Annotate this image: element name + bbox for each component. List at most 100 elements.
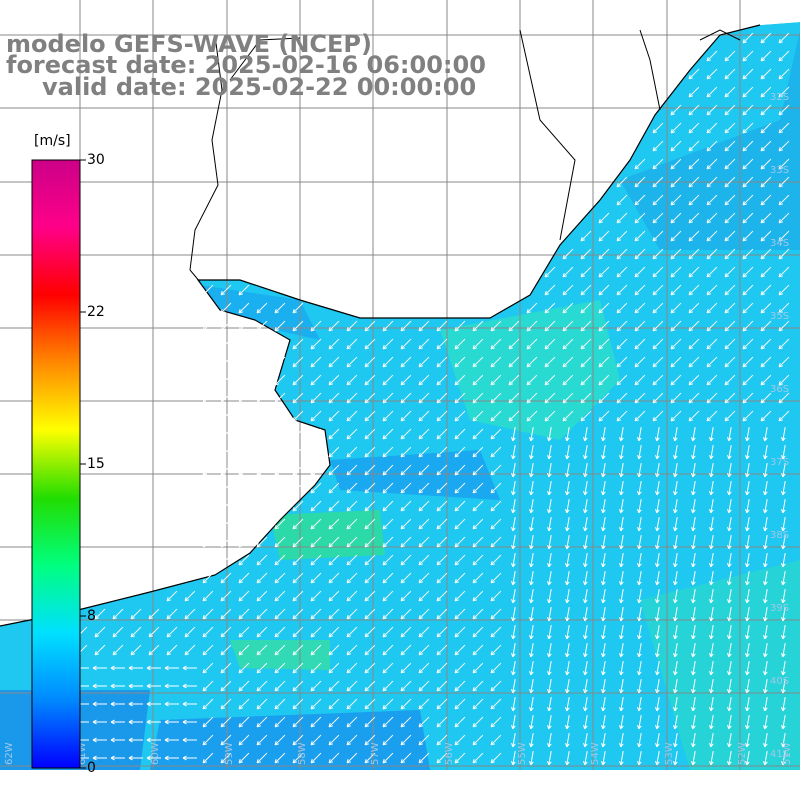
wind-arrow (547, 463, 552, 478)
wind-arrow (781, 571, 786, 586)
wind-arrow (634, 338, 646, 350)
wind-arrow (454, 734, 466, 746)
wind-arrow (709, 697, 714, 712)
wind-arrow (652, 284, 664, 296)
wind-arrow (547, 715, 552, 730)
wind-arrow (436, 716, 448, 728)
wind-arrow (274, 338, 286, 350)
wind-arrow (292, 590, 304, 602)
wind-arrow (274, 410, 286, 422)
wind-arrow (418, 464, 430, 476)
wind-arrow (328, 446, 340, 458)
wind-arrow (166, 644, 178, 656)
wind-arrow (310, 590, 322, 602)
wind-arrow (652, 392, 664, 404)
wind-arrow (673, 445, 678, 460)
wind-arrow (256, 752, 268, 764)
wind-arrow (634, 284, 646, 296)
wind-arrow (400, 698, 412, 710)
wind-arrow (328, 572, 340, 584)
wind-arrow (292, 608, 304, 620)
wind-arrow (400, 356, 412, 368)
wind-arrow (511, 553, 516, 568)
border-lines (189, 29, 576, 283)
wind-arrow (637, 625, 642, 640)
wind-arrow (637, 553, 642, 568)
wind-arrow (637, 661, 642, 676)
wind-arrow (274, 446, 286, 458)
wind-arrow (382, 320, 394, 332)
wind-arrow (583, 553, 588, 568)
wind-arrow (706, 68, 718, 80)
wind-arrow (364, 644, 376, 656)
wind-arrow (110, 737, 125, 743)
lat-label: 38S (770, 530, 789, 541)
wind-arrow (238, 518, 250, 530)
wind-arrow (400, 680, 412, 692)
wind-arrow (634, 230, 646, 242)
wind-arrow (727, 427, 732, 442)
wind-arrow (454, 752, 466, 764)
wind-arrow (565, 427, 570, 442)
wind-arrow (238, 392, 250, 404)
lagoon-lines (639, 29, 741, 111)
wind-arrow (146, 683, 161, 689)
wind-arrow (364, 536, 376, 548)
wind-arrow (709, 625, 714, 640)
wind-arrow (454, 590, 466, 602)
wind-arrow (745, 463, 750, 478)
wind-arrow (256, 302, 268, 314)
wind-arrow (781, 427, 786, 442)
wind-arrow (760, 320, 772, 332)
wind-arrow (274, 572, 286, 584)
wind-arrow (637, 535, 642, 550)
wind-arrow (655, 553, 660, 568)
wind-arrow (310, 644, 322, 656)
wind-arrow (436, 554, 448, 566)
wind-arrow (580, 338, 592, 350)
wind-arrow (364, 590, 376, 602)
wind-arrow (511, 751, 516, 766)
wind-arrow (202, 374, 214, 386)
wind-arrow (781, 517, 786, 532)
wind-arrow (472, 698, 484, 710)
wind-arrow (436, 734, 448, 746)
wind-arrow (346, 500, 358, 512)
wind-arrow (742, 194, 754, 206)
wind-arrow (202, 464, 214, 476)
wind-arrow (220, 374, 232, 386)
wind-arrow (724, 194, 736, 206)
wind-arrow (562, 248, 574, 260)
wind-arrow (400, 572, 412, 584)
wind-arrow (706, 140, 718, 152)
wind-arrow (688, 230, 700, 242)
wind-arrow (274, 698, 286, 710)
wind-arrow (418, 608, 430, 620)
wind-arrow (742, 230, 754, 242)
wind-arrow (418, 518, 430, 530)
wind-arrow (310, 572, 322, 584)
wind-arrow (310, 482, 322, 494)
wind-arrow (616, 356, 628, 368)
wind-arrow (418, 536, 430, 548)
wind-arrow (490, 536, 502, 548)
wind-arrow (346, 644, 358, 656)
wind-arrow (781, 499, 786, 514)
wind-arrow (601, 589, 606, 604)
wind-arrow (511, 571, 516, 586)
wind-arrow (781, 463, 786, 478)
wind-arrow (328, 410, 340, 422)
wind-arrow (202, 626, 214, 638)
wind-arrow (655, 661, 660, 676)
wind-arrow (94, 626, 106, 638)
wind-arrow (691, 589, 696, 604)
wind-arrow (418, 662, 430, 674)
wind-arrow (727, 643, 732, 658)
lon-label: 56W (444, 742, 455, 765)
wind-arrow (292, 428, 304, 440)
wind-arrow (760, 410, 772, 422)
wind-arrow (382, 608, 394, 620)
wind-arrow (400, 590, 412, 602)
wind-arrow (202, 500, 214, 512)
